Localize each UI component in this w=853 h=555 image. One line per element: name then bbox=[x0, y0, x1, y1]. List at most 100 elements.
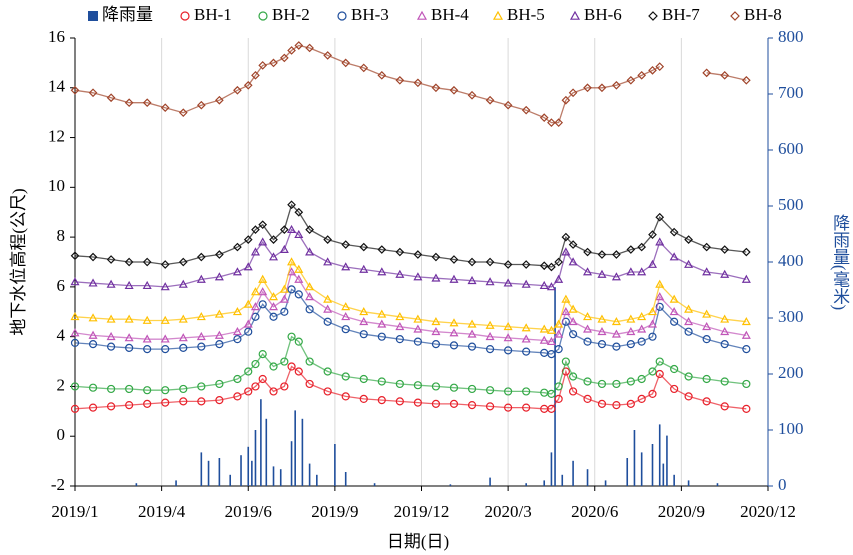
x-tick-label: 2019/6 bbox=[225, 502, 272, 521]
point bbox=[539, 335, 549, 344]
point bbox=[232, 326, 242, 336]
point bbox=[280, 382, 289, 391]
point bbox=[612, 379, 621, 389]
point bbox=[597, 399, 607, 408]
point bbox=[583, 337, 592, 346]
x-tick-label: 2019/1 bbox=[51, 502, 98, 521]
point bbox=[449, 341, 459, 350]
point bbox=[269, 235, 278, 244]
point bbox=[142, 334, 152, 343]
point bbox=[179, 384, 188, 394]
point bbox=[554, 345, 563, 354]
rain-bar bbox=[658, 424, 661, 486]
rain-bar bbox=[489, 477, 491, 486]
point bbox=[341, 262, 351, 271]
point bbox=[742, 404, 751, 413]
point bbox=[305, 379, 314, 389]
point bbox=[684, 392, 693, 401]
legend-label: BH-4 bbox=[431, 5, 469, 24]
point bbox=[583, 267, 593, 276]
point bbox=[215, 396, 224, 405]
point bbox=[485, 386, 495, 395]
point bbox=[341, 392, 350, 401]
point bbox=[258, 349, 267, 359]
y2-tick-label: 200 bbox=[778, 363, 804, 382]
point bbox=[485, 402, 495, 411]
point bbox=[702, 335, 711, 344]
point bbox=[106, 93, 116, 103]
point bbox=[106, 342, 116, 351]
y-axis-label: 地下水位高程(公尺) bbox=[9, 188, 28, 335]
point bbox=[670, 317, 679, 326]
point bbox=[554, 118, 564, 127]
point bbox=[287, 46, 296, 55]
point bbox=[88, 340, 98, 349]
point bbox=[377, 309, 387, 318]
point bbox=[258, 61, 268, 70]
point bbox=[554, 257, 564, 267]
point bbox=[395, 335, 404, 344]
point bbox=[626, 377, 635, 386]
point bbox=[522, 347, 531, 356]
point bbox=[196, 100, 206, 110]
point bbox=[669, 307, 679, 316]
point bbox=[546, 282, 556, 291]
point bbox=[485, 257, 495, 267]
point bbox=[70, 251, 80, 261]
rain-bar bbox=[290, 441, 293, 486]
point bbox=[251, 359, 260, 369]
point bbox=[684, 327, 693, 336]
point bbox=[467, 90, 477, 100]
point bbox=[568, 387, 578, 396]
point bbox=[341, 325, 350, 334]
point bbox=[197, 397, 206, 406]
point bbox=[684, 304, 694, 313]
point bbox=[637, 324, 647, 333]
point bbox=[413, 314, 423, 323]
y2-tick-label: 400 bbox=[778, 251, 804, 270]
point bbox=[279, 244, 289, 253]
rain-bar bbox=[673, 474, 675, 486]
rain-bar bbox=[687, 480, 690, 486]
rain-bar bbox=[334, 444, 336, 486]
point bbox=[522, 403, 531, 412]
point bbox=[214, 272, 224, 281]
point bbox=[161, 345, 170, 354]
point bbox=[279, 53, 289, 63]
point bbox=[377, 332, 386, 341]
point bbox=[467, 275, 477, 285]
point bbox=[232, 267, 242, 276]
rain-bar bbox=[308, 463, 311, 486]
point bbox=[160, 260, 170, 269]
point bbox=[720, 314, 730, 323]
point bbox=[233, 335, 242, 344]
point bbox=[88, 88, 98, 98]
point bbox=[294, 290, 303, 299]
point bbox=[70, 277, 80, 286]
point bbox=[341, 58, 351, 68]
point bbox=[720, 326, 730, 336]
point bbox=[269, 362, 278, 371]
rain-bar bbox=[207, 460, 210, 486]
point bbox=[648, 367, 657, 376]
point bbox=[669, 227, 679, 237]
point bbox=[720, 377, 729, 386]
point bbox=[485, 331, 495, 341]
rain-bar bbox=[449, 484, 452, 486]
point bbox=[611, 316, 621, 326]
point bbox=[467, 384, 477, 394]
point bbox=[597, 269, 607, 278]
point bbox=[504, 387, 513, 396]
point bbox=[702, 242, 711, 252]
point bbox=[741, 316, 751, 326]
point bbox=[215, 340, 224, 349]
point bbox=[323, 51, 333, 60]
point bbox=[413, 337, 422, 346]
point bbox=[702, 321, 712, 331]
rain-bar bbox=[301, 418, 304, 486]
point bbox=[449, 399, 459, 408]
point bbox=[568, 330, 578, 339]
point bbox=[626, 314, 636, 323]
point bbox=[637, 242, 647, 252]
